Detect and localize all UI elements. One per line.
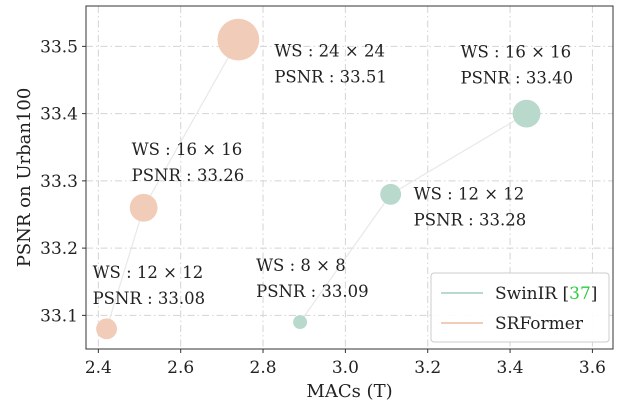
data-point [512,99,541,128]
x-axis-label: MACs (T) [306,381,392,402]
legend-box [430,272,610,343]
legend: SwinIR [37] SRFormer [430,272,610,343]
legend-series-ref-close: ] [591,284,598,304]
annotation-psnr: PSNR : 33.40 [461,69,574,88]
y-tick-label: 33.2 [40,239,78,259]
x-tick-label: 3.0 [332,358,359,378]
annotation-ws: WS : 16 × 16 [132,140,243,159]
x-tick-label: 3.6 [579,358,606,378]
annotation-psnr: PSNR : 33.26 [132,166,245,185]
annotation-ws: WS : 12 × 12 [414,184,525,203]
x-tick-label: 2.4 [85,358,112,378]
data-point [217,18,260,61]
y-tick-label: 33.4 [40,105,78,125]
legend-series-ref: [ [557,284,569,304]
annotation-ws: WS : 12 × 12 [93,263,204,282]
x-tick-label: 3.4 [497,358,524,378]
data-point [129,193,158,222]
tick-labels: 2.4 2.6 2.8 3.0 3.2 3.4 3.6 33.1 33.2 33.3 33.4 33.… [40,37,606,378]
annotation-psnr: PSNR : 33.51 [274,68,387,87]
data-point [96,318,118,340]
data-point [380,183,402,205]
annotation-ws: WS : 24 × 24 [274,42,385,61]
legend-series-name: SRFormer [495,314,584,334]
y-axis-label: PSNR on Urban100 [14,88,35,268]
annotation-psnr: PSNR : 33.09 [256,282,369,301]
data-points [96,18,541,340]
annotation-psnr: PSNR : 33.08 [93,289,206,308]
x-tick-label: 2.6 [167,358,194,378]
y-tick-label: 33.3 [40,172,78,192]
legend-ref-number: 37 [569,284,591,304]
x-tick-label: 3.2 [414,358,441,378]
plot-frame [85,5,614,350]
legend-entry: SwinIR [37] [495,284,597,304]
legend-series-name: SwinIR [495,284,558,304]
y-tick-label: 33.5 [40,37,78,57]
annotation-psnr: PSNR : 33.28 [414,210,527,229]
annotations: WS : 8 × 8 PSNR : 33.09 WS : 12 × 12 PSNR :… [93,42,574,308]
y-tick-label: 33.1 [40,306,78,326]
annotation-ws: WS : 8 × 8 [256,256,346,275]
legend-entry: SRFormer [495,314,584,334]
x-tick-label: 2.8 [250,358,277,378]
annotation-ws: WS : 16 × 16 [461,43,572,62]
data-point [293,315,308,330]
